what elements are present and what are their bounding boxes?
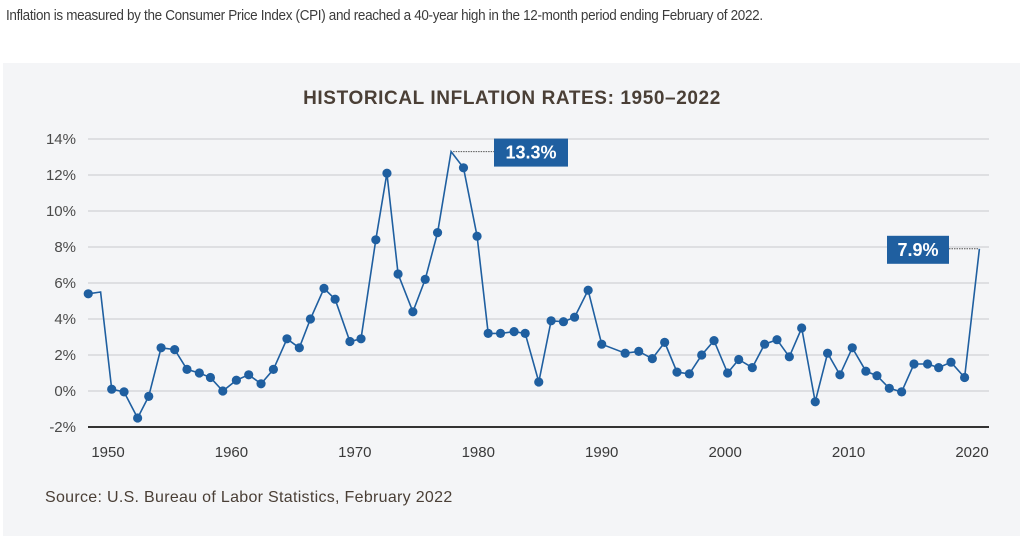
data-point: [946, 357, 956, 367]
x-tick-label: 1990: [585, 444, 618, 461]
data-point: [884, 383, 894, 393]
intro-text: Inflation is measured by the Consumer Pr…: [6, 8, 763, 24]
data-point: [107, 384, 117, 394]
data-point: [205, 372, 216, 383]
data-point: [647, 354, 657, 364]
callout-label: 7.9%: [897, 240, 938, 260]
data-point: [922, 359, 933, 369]
x-tick-label: 1980: [462, 444, 495, 461]
data-point: [382, 168, 392, 178]
data-point: [119, 387, 129, 397]
source-note: Source: U.S. Bureau of Labor Statistics,…: [45, 489, 453, 506]
data-point: [934, 363, 944, 373]
y-tick-label: 12%: [46, 167, 76, 184]
data-point: [294, 343, 304, 353]
data-point: [534, 377, 544, 387]
data-point: [218, 386, 228, 396]
data-point: [546, 316, 556, 326]
x-tick-label: 2020: [955, 444, 988, 461]
data-point: [959, 372, 970, 383]
data-point: [356, 334, 366, 344]
callout-box: [494, 138, 568, 167]
data-point: [144, 391, 154, 401]
data-point: [760, 339, 770, 349]
data-point: [483, 328, 493, 338]
data-point: [634, 346, 644, 356]
data-point: [345, 336, 355, 347]
data-point: [408, 307, 418, 317]
y-tick-label: -2%: [49, 419, 76, 436]
y-tick-label: 4%: [54, 311, 76, 328]
data-point: [583, 285, 593, 295]
series-inflation: [83, 149, 981, 423]
x-tick-label: 2010: [832, 444, 865, 461]
data-point: [194, 368, 204, 378]
data-point: [872, 371, 882, 381]
data-point: [244, 370, 254, 380]
data-point: [861, 366, 871, 376]
data-point: [734, 354, 744, 365]
data-point: [897, 387, 907, 397]
data-point: [784, 352, 794, 362]
data-point: [182, 364, 192, 374]
data-point: [520, 328, 530, 338]
data-point: [330, 294, 340, 304]
data-point: [569, 312, 580, 322]
y-tick-label: 8%: [54, 239, 76, 256]
data-point: [797, 323, 807, 333]
callout-label: 13.3%: [505, 143, 556, 163]
data-point: [393, 269, 403, 279]
y-tick-label: 0%: [54, 383, 76, 400]
data-point: [723, 368, 733, 378]
data-point: [835, 370, 845, 380]
data-point: [305, 314, 316, 324]
y-tick-label: 10%: [46, 203, 76, 220]
data-point: [420, 274, 430, 284]
y-tick-label: 14%: [46, 131, 76, 148]
data-point: [458, 163, 469, 173]
gridlines: [88, 138, 989, 428]
x-tick-label: 1950: [91, 444, 124, 461]
y-axis-ticks: -2% 0% 2% 4% 6% 8% 10% 12% 14%: [46, 131, 76, 436]
y-tick-label: 6%: [54, 275, 76, 292]
data-point: [133, 413, 143, 423]
data-point: [472, 231, 482, 241]
data-point: [810, 397, 820, 407]
data-point: [709, 336, 719, 346]
series-line: [88, 149, 981, 420]
data-point: [909, 359, 919, 369]
y-tick-label: 2%: [54, 347, 76, 364]
data-point: [672, 367, 682, 377]
data-point: [847, 343, 857, 353]
data-point: [170, 345, 180, 355]
data-point: [660, 337, 670, 347]
chart-title: HISTORICAL INFLATION RATES: 1950–2022: [303, 88, 721, 109]
data-point: [282, 334, 292, 344]
data-point: [822, 348, 833, 358]
data-point: [620, 348, 630, 358]
data-point: [597, 339, 607, 349]
data-point: [371, 235, 381, 245]
data-point: [231, 375, 241, 385]
data-point: [83, 289, 93, 299]
data-point: [268, 364, 278, 374]
data-point: [697, 350, 707, 360]
data-point: [772, 335, 782, 345]
x-tick-label: 1970: [338, 444, 371, 461]
callout-box: [887, 235, 949, 264]
data-point: [684, 369, 694, 379]
data-point: [509, 327, 519, 337]
data-point: [256, 379, 266, 389]
x-axis-ticks: 1950 1960 1970 1980 1990 2000 2010 2020: [91, 444, 988, 461]
data-point: [319, 283, 329, 293]
annotations: 13.3% 7.9%: [453, 138, 979, 264]
data-point: [156, 343, 166, 353]
data-point: [495, 328, 506, 338]
data-point: [432, 228, 443, 238]
x-tick-label: 2000: [708, 444, 741, 461]
x-tick-label: 1960: [215, 444, 248, 461]
data-point: [747, 363, 757, 373]
data-point: [558, 317, 569, 327]
